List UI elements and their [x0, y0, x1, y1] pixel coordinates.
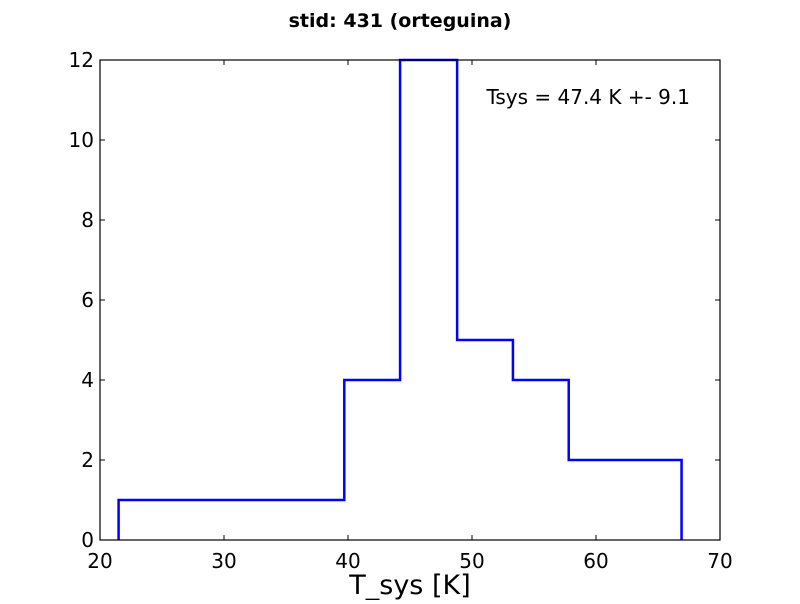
y-tick-label: 10 — [69, 128, 94, 152]
y-tick-label: 12 — [69, 48, 94, 72]
y-tick-label: 6 — [81, 288, 94, 312]
x-axis-label: T_sys [K] — [348, 570, 470, 600]
y-tick-label: 0 — [81, 528, 94, 552]
x-tick-label: 20 — [87, 549, 112, 573]
x-tick-label: 50 — [459, 549, 484, 573]
plot-frame — [99, 59, 721, 541]
x-tick-label: 30 — [211, 549, 236, 573]
x-tick-label: 70 — [707, 549, 732, 573]
chart-title: stid: 431 (orteguina) — [289, 10, 512, 32]
y-tick-label: 2 — [81, 448, 94, 472]
y-tick-label: 4 — [81, 368, 94, 392]
x-tick-label: 60 — [583, 549, 608, 573]
tsys-annotation: Tsys = 47.4 K +- 9.1 — [485, 85, 690, 109]
y-tick-label: 8 — [81, 208, 94, 232]
x-tick-label: 40 — [335, 549, 360, 573]
axis-ticks: 20 30 40 50 60 70 0 2 4 6 8 10 12 — [69, 48, 733, 573]
